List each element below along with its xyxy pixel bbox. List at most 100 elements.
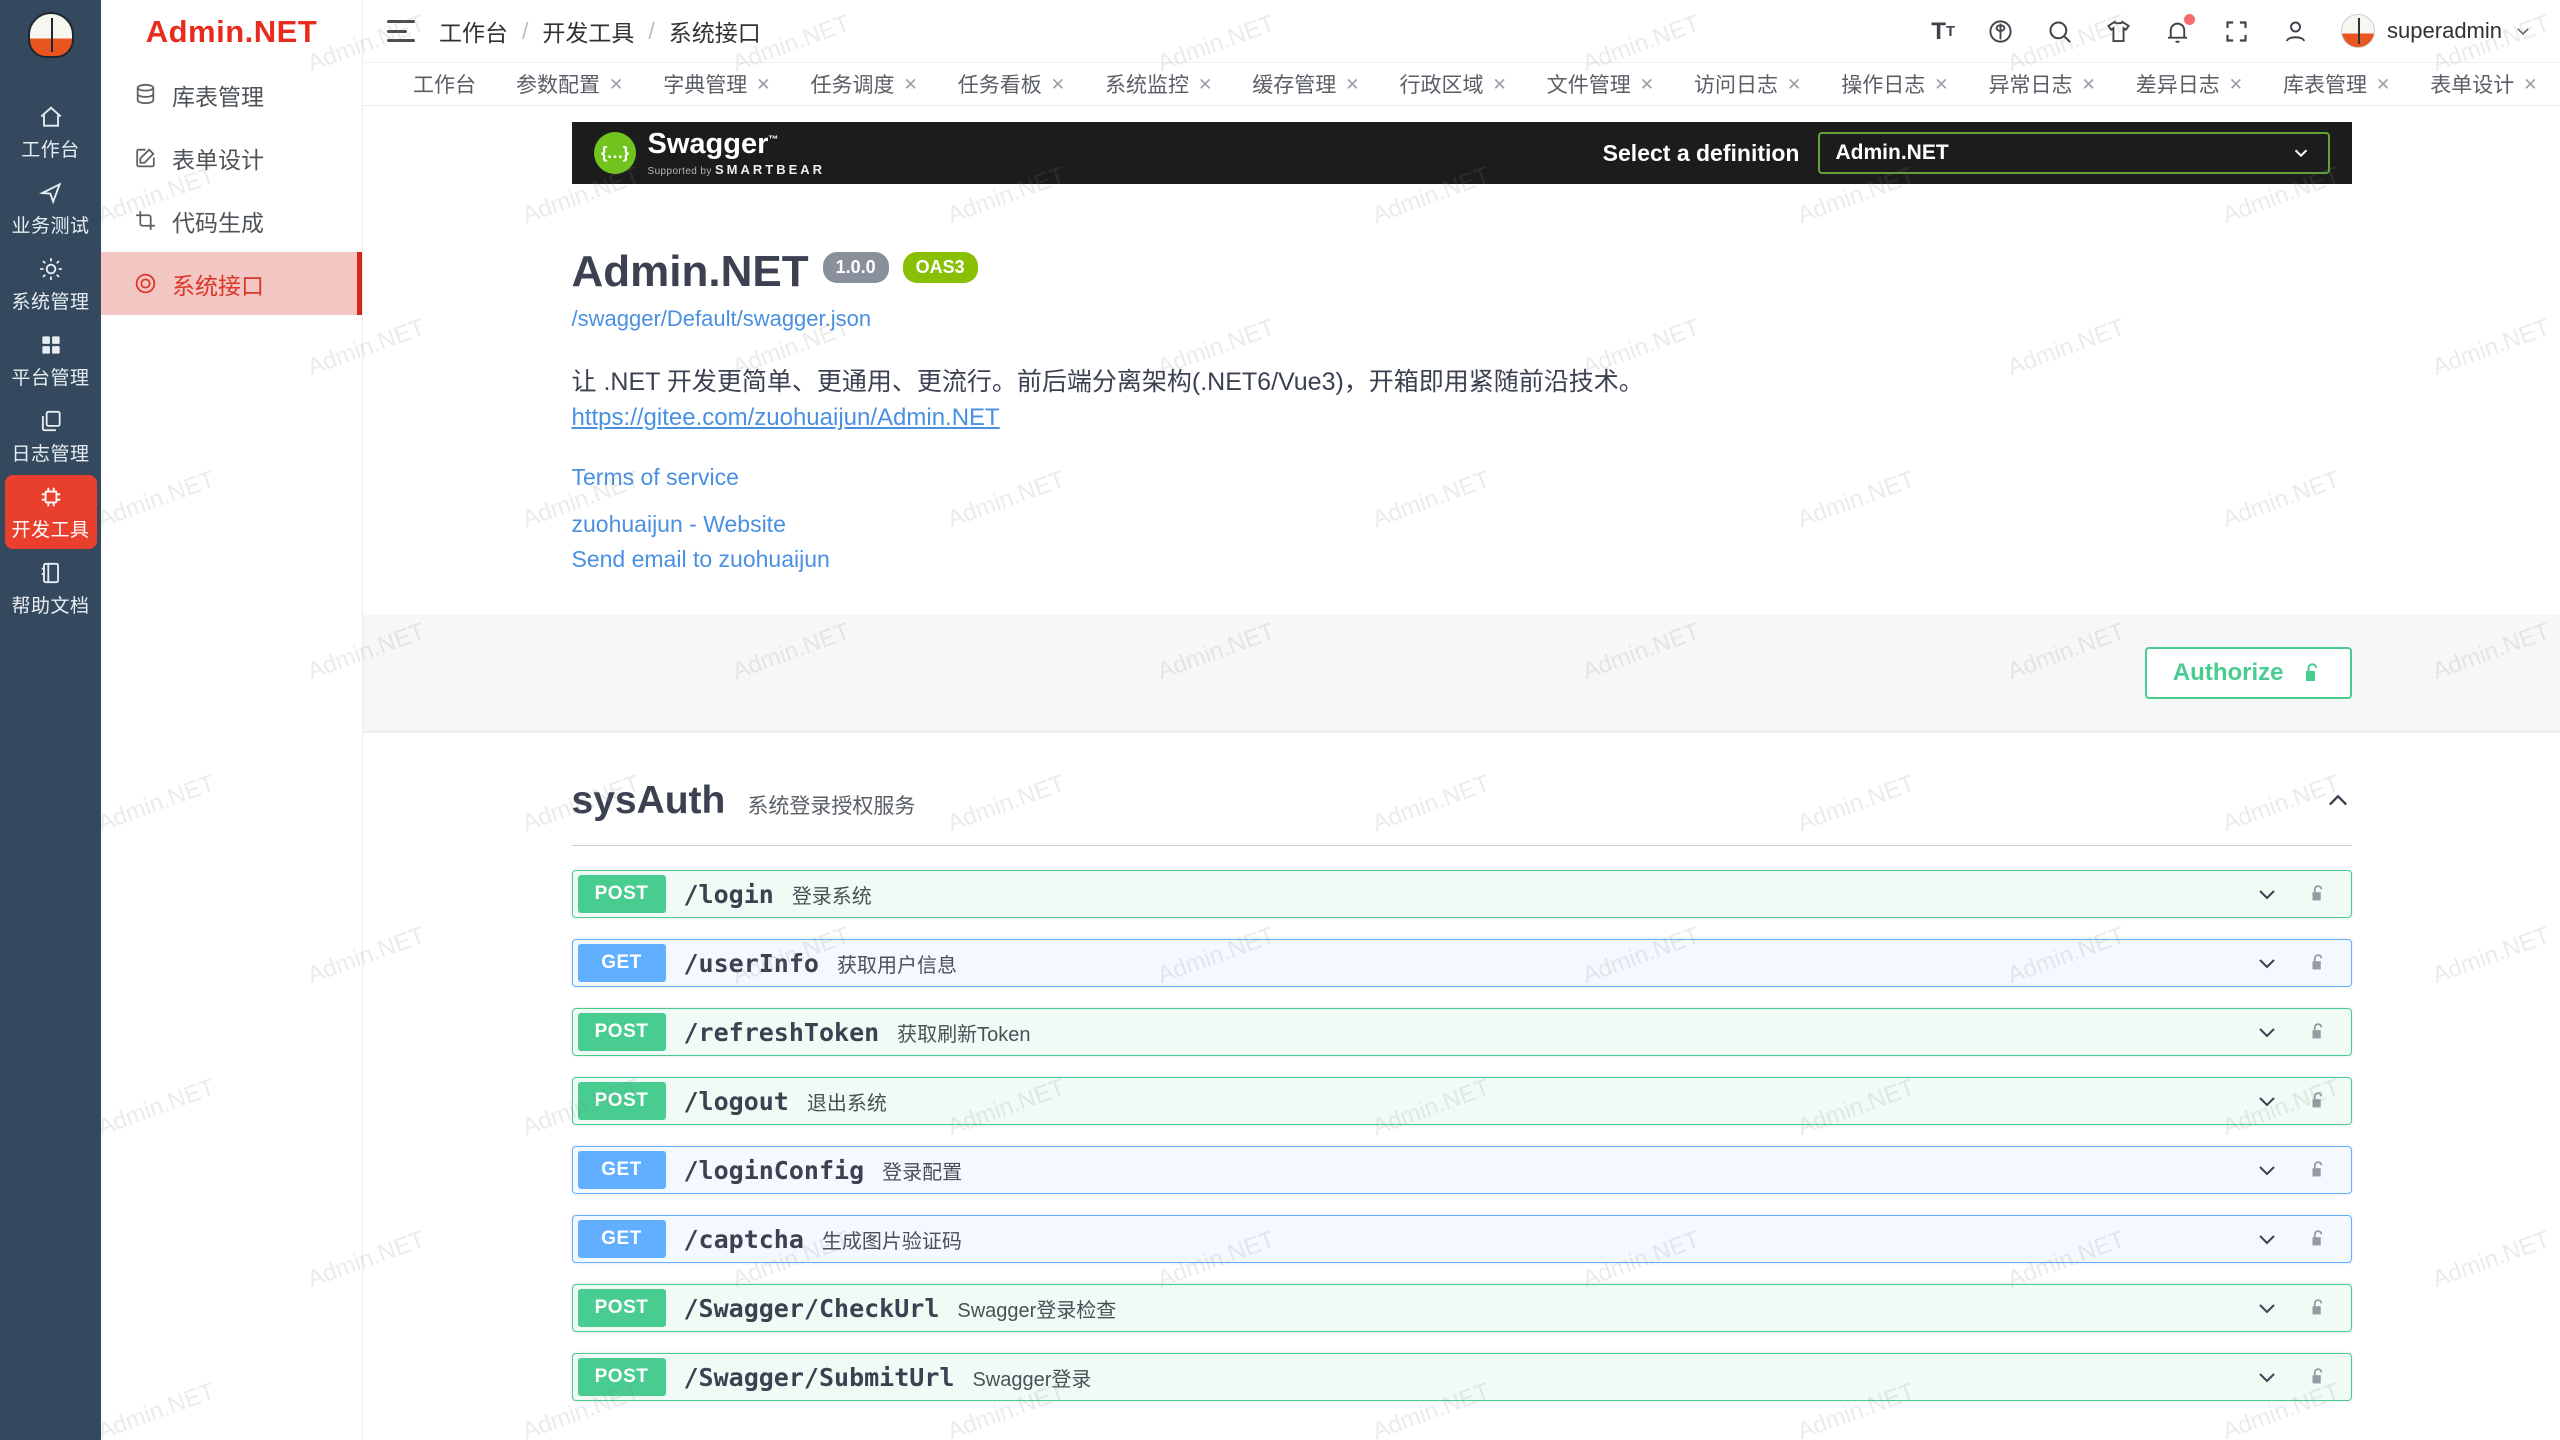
close-icon[interactable]: ✕ xyxy=(2376,74,2391,94)
rail-item-dev-tools[interactable]: 开发工具 xyxy=(4,475,97,549)
sidebar-item-label: 库表管理 xyxy=(172,83,264,110)
close-icon[interactable]: ✕ xyxy=(903,74,918,94)
auth-lock-icon[interactable] xyxy=(2307,1159,2329,1181)
endpoint-row[interactable]: POST /Swagger/SubmitUrl Swagger登录 xyxy=(571,1353,2352,1401)
tab-workbench[interactable]: 工作台 xyxy=(413,74,476,97)
tab-item[interactable]: 字典管理 ✕ xyxy=(663,74,771,97)
auth-lock-icon[interactable] xyxy=(2307,952,2329,974)
tab-item[interactable]: 差异日志 ✕ xyxy=(2135,74,2243,97)
theme-shirt-icon[interactable] xyxy=(2105,18,2132,45)
language-icon[interactable] xyxy=(1987,18,2014,45)
expand-chevron-icon[interactable] xyxy=(2255,1227,2279,1251)
api-info-section: Admin.NET 1.0.0 OAS3 /swagger/Default/sw… xyxy=(572,184,2352,573)
breadcrumb-item[interactable]: 工作台 xyxy=(439,20,508,46)
tab-item[interactable]: 缓存管理 ✕ xyxy=(1252,74,1360,97)
endpoint-list: POST /login 登录系统 GET /userInfo 获取用户信息 xyxy=(571,870,2352,1401)
search-icon[interactable] xyxy=(2046,18,2073,45)
auth-lock-icon[interactable] xyxy=(2307,1228,2329,1250)
rail-item-system-mgmt[interactable]: 系统管理 xyxy=(5,247,97,321)
expand-chevron-icon[interactable] xyxy=(2255,1089,2279,1113)
contact-email-link[interactable]: Send email to zuohuaijun xyxy=(571,546,830,572)
tab-item[interactable]: 库表管理 ✕ xyxy=(2283,74,2391,97)
close-icon[interactable]: ✕ xyxy=(1934,74,1949,94)
endpoint-row[interactable]: POST /logout 退出系统 xyxy=(571,1077,2352,1125)
notification-badge xyxy=(2184,13,2196,25)
user-menu[interactable]: superadmin xyxy=(2341,14,2532,48)
rail-item-log-mgmt[interactable]: 日志管理 xyxy=(5,399,97,473)
close-icon[interactable]: ✕ xyxy=(756,74,771,94)
tab-item[interactable]: 表单设计 ✕ xyxy=(2430,74,2538,97)
authorize-button[interactable]: Authorize xyxy=(2144,647,2352,699)
contact-website-link[interactable]: zuohuaijun - Website xyxy=(571,511,786,537)
breadcrumb-item[interactable]: 开发工具 xyxy=(542,20,635,46)
target-icon xyxy=(133,271,158,296)
close-icon[interactable]: ✕ xyxy=(1492,74,1507,94)
sidebar-submenu: Admin.NET 库表管理 表单设计 代码生成 系统接口 xyxy=(101,0,363,1440)
sidebar-item-code-gen[interactable]: 代码生成 xyxy=(101,189,362,252)
close-icon[interactable]: ✕ xyxy=(1050,74,1065,94)
expand-chevron-icon[interactable] xyxy=(2255,1020,2279,1044)
terms-link[interactable]: Terms of service xyxy=(571,464,739,490)
tab-item[interactable]: 访问日志 ✕ xyxy=(1694,74,1802,97)
tab-item[interactable]: 任务看板 ✕ xyxy=(957,74,1065,97)
collapse-menu-icon[interactable] xyxy=(387,20,415,42)
rail-item-workbench[interactable]: 工作台 xyxy=(5,95,97,169)
endpoint-path: /Swagger/CheckUrl xyxy=(683,1293,940,1323)
close-icon[interactable]: ✕ xyxy=(2523,74,2538,94)
rail-item-business-test[interactable]: 业务测试 xyxy=(5,171,97,245)
operations-area: sysAuth 系统登录授权服务 POST /login 登录系统 xyxy=(571,779,2352,1440)
rail-item-help-docs[interactable]: 帮助文档 xyxy=(5,551,97,625)
sidebar-item-table-mgmt[interactable]: 库表管理 xyxy=(101,63,362,126)
tab-item[interactable]: 任务调度 ✕ xyxy=(810,74,918,97)
rail-item-platform-mgmt[interactable]: 平台管理 xyxy=(5,323,97,397)
endpoint-path: /captcha xyxy=(683,1224,804,1254)
profile-icon[interactable] xyxy=(2282,18,2309,45)
notification-bell-icon[interactable] xyxy=(2164,13,2196,45)
close-icon[interactable]: ✕ xyxy=(2081,74,2096,94)
endpoint-row[interactable]: GET /userInfo 获取用户信息 xyxy=(571,939,2352,987)
auth-lock-icon[interactable] xyxy=(2307,1297,2329,1319)
auth-lock-icon[interactable] xyxy=(2307,883,2329,905)
endpoint-path: /userInfo xyxy=(683,948,819,978)
expand-chevron-icon[interactable] xyxy=(2255,1158,2279,1182)
close-icon[interactable]: ✕ xyxy=(1639,74,1654,94)
expand-chevron-icon[interactable] xyxy=(2255,882,2279,906)
sidebar-item-system-api[interactable]: 系统接口 xyxy=(101,252,362,315)
oas-badge: OAS3 xyxy=(902,252,978,283)
endpoint-row[interactable]: GET /captcha 生成图片验证码 xyxy=(571,1215,2352,1263)
fullscreen-icon[interactable] xyxy=(2223,18,2250,45)
auth-lock-icon[interactable] xyxy=(2307,1090,2329,1112)
tab-item[interactable]: 行政区域 ✕ xyxy=(1399,74,1507,97)
endpoint-summary: 生成图片验证码 xyxy=(821,1230,962,1253)
close-icon[interactable]: ✕ xyxy=(1787,74,1802,94)
expand-chevron-icon[interactable] xyxy=(2255,1365,2279,1389)
definition-select[interactable]: Admin.NET xyxy=(1817,132,2330,174)
endpoint-path: /loginConfig xyxy=(683,1155,865,1185)
auth-lock-icon[interactable] xyxy=(2307,1366,2329,1388)
sidebar-item-form-design[interactable]: 表单设计 xyxy=(101,126,362,189)
endpoint-row[interactable]: GET /loginConfig 登录配置 xyxy=(571,1146,2352,1194)
app-logo[interactable] xyxy=(23,12,79,76)
repo-link[interactable]: https://gitee.com/zuohuaijun/Admin.NET xyxy=(571,404,1000,431)
tab-item[interactable]: 文件管理 ✕ xyxy=(1546,74,1654,97)
expand-chevron-icon[interactable] xyxy=(2255,951,2279,975)
close-icon[interactable]: ✕ xyxy=(609,74,624,94)
tab-item[interactable]: 参数配置 ✕ xyxy=(516,74,624,97)
endpoint-row[interactable]: POST /Swagger/CheckUrl Swagger登录检查 xyxy=(571,1284,2352,1332)
endpoint-row[interactable]: POST /refreshToken 获取刷新Token xyxy=(571,1008,2352,1056)
tab-item[interactable]: 异常日志 ✕ xyxy=(1988,74,2096,97)
endpoint-row[interactable]: POST /login 登录系统 xyxy=(571,870,2352,918)
expand-chevron-icon[interactable] xyxy=(2255,1296,2279,1320)
tab-item[interactable]: 操作日志 ✕ xyxy=(1841,74,1949,97)
tab-item[interactable]: 系统监控 ✕ xyxy=(1105,74,1213,97)
close-icon[interactable]: ✕ xyxy=(1198,74,1213,94)
collapse-chevron-up-icon[interactable] xyxy=(2324,787,2352,815)
close-icon[interactable]: ✕ xyxy=(2228,74,2243,94)
section-header-sysauth[interactable]: sysAuth 系统登录授权服务 xyxy=(571,779,2352,846)
auth-lock-icon[interactable] xyxy=(2307,1021,2329,1043)
spec-url-link[interactable]: /swagger/Default/swagger.json xyxy=(571,306,872,331)
breadcrumb-item[interactable]: 系统接口 xyxy=(668,20,761,46)
close-icon[interactable]: ✕ xyxy=(1345,74,1360,94)
